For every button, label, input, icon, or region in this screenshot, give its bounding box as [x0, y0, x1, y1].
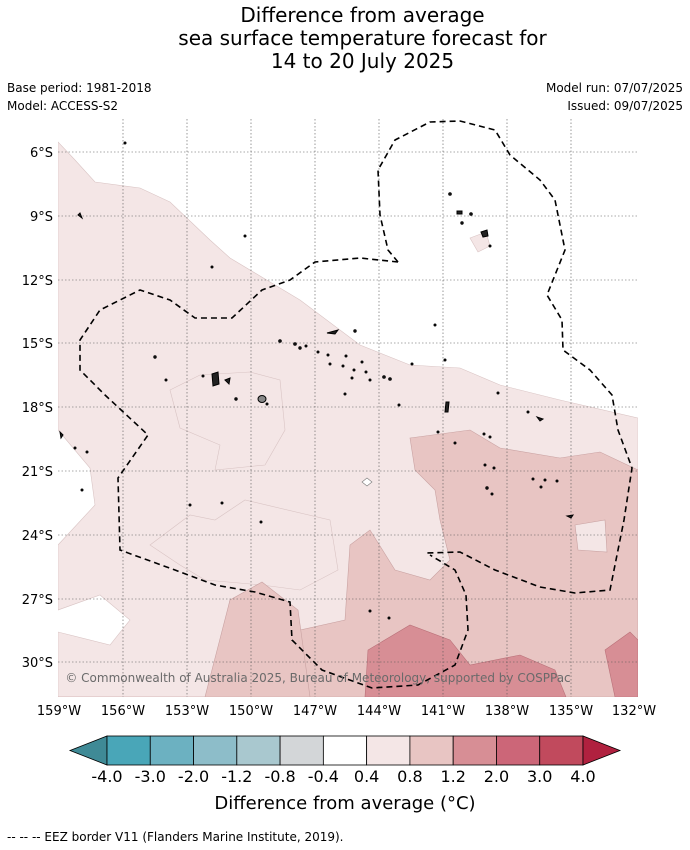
lat-label: 15°S	[22, 337, 53, 352]
lon-label: 135°W	[549, 704, 593, 719]
colorbar-segment	[236, 735, 281, 766]
lat-label: 21°S	[22, 465, 53, 480]
colorbar-tick-label: 3.0	[527, 767, 552, 786]
colorbar-segment	[452, 735, 497, 766]
anomaly-band-1-2-to-2-0-east	[604, 631, 638, 697]
lat-label: 9°S	[30, 210, 53, 225]
sst-anomaly-map: © Commonwealth of Australia 2025, Bureau…	[22, 119, 656, 719]
islands	[59, 141, 575, 620]
lon-label: 153°W	[165, 704, 209, 719]
colorbar-segment	[322, 735, 368, 766]
issued-date: Issued: 09/07/2025	[567, 99, 683, 113]
colorbar-segment	[193, 735, 238, 766]
anomaly-band-1-2-to-2-0-south	[364, 624, 567, 697]
base-period: Base period: 1981-2018	[7, 81, 152, 95]
colorbar-tick-label: -3.0	[135, 767, 166, 786]
colorbar-segment	[496, 735, 541, 766]
model-run: Model run: 07/07/2025	[545, 81, 683, 95]
eez-border	[79, 120, 633, 689]
copyright-text: © Commonwealth of Australia 2025, Bureau…	[65, 671, 570, 685]
colorbar: -4.0 -3.0 -2.0 -1.2 -0.8 -0.4 0.4 0.8 1.2 2.0 3.0 4…	[68, 735, 622, 786]
colorbar-tick-label: 2.0	[484, 767, 509, 786]
lon-label: 147°W	[293, 704, 337, 719]
colorbar-segment	[539, 735, 584, 766]
anomaly-fill-layer	[58, 119, 638, 697]
colorbar-tick-label: 1.2	[440, 767, 465, 786]
model-name: Model: ACCESS-S2	[7, 99, 119, 113]
lon-label: 144°W	[357, 704, 401, 719]
eez-legend-footer: -- -- -- EEZ border V11 (Flanders Marine…	[7, 830, 344, 844]
title-line-1: Difference from average	[240, 3, 485, 27]
colorbar-segment	[366, 735, 411, 766]
colorbar-segment	[279, 735, 324, 766]
colorbar-tick-label: -0.4	[308, 767, 339, 786]
lon-label: 159°W	[37, 704, 81, 719]
colorbar-tick-label: 0.4	[354, 767, 379, 786]
meta-left: Base period: 1981-2018 Model: ACCESS-S2	[7, 79, 152, 115]
lat-labels: 6°S 9°S 12°S 15°S 18°S 21°S 24°S 27°S 30…	[22, 146, 53, 671]
colorbar-extend-high	[582, 735, 622, 766]
colorbar-segment	[409, 735, 454, 766]
lat-label: 30°S	[22, 656, 53, 671]
lat-label: 18°S	[22, 401, 53, 416]
anomaly-hole-east	[574, 519, 608, 553]
lon-label: 132°W	[612, 704, 656, 719]
colorbar-tick-label: 0.8	[397, 767, 422, 786]
lat-gridlines	[58, 151, 638, 663]
lon-label: 156°W	[101, 704, 145, 719]
map-title: Difference from average sea surface temp…	[0, 4, 690, 73]
lon-labels: 159°W 156°W 153°W 150°W 147°W 144°W 141°…	[37, 704, 656, 719]
colorbar-extend-low	[68, 735, 108, 766]
lat-label: 24°S	[22, 529, 53, 544]
colorbar-tick-label: -4.0	[91, 767, 122, 786]
colorbar-ticks: -4.0 -3.0 -2.0 -1.2 -0.8 -0.4 0.4 0.8 1.2 2.0 3.0 4…	[91, 767, 595, 786]
colorbar-segment	[106, 735, 151, 766]
colorbar-tick-label: 4.0	[570, 767, 595, 786]
lat-label: 6°S	[30, 146, 53, 161]
lon-label: 138°W	[485, 704, 529, 719]
lat-label: 12°S	[22, 274, 53, 289]
lon-label: 141°W	[421, 704, 465, 719]
lat-label: 27°S	[22, 593, 53, 608]
colorbar-segments	[68, 735, 622, 766]
title-line-2: sea surface temperature forecast for	[178, 26, 547, 50]
meta-right: Model run: 07/07/2025 Issued: 09/07/2025	[546, 79, 683, 115]
colorbar-label: Difference from average (°C)	[214, 793, 476, 814]
colorbar-segment	[149, 735, 194, 766]
colorbar-tick-label: -1.2	[221, 767, 252, 786]
colorbar-tick-label: -0.8	[264, 767, 295, 786]
lon-label: 150°W	[229, 704, 273, 719]
title-line-3: 14 to 20 July 2025	[270, 49, 455, 73]
colorbar-tick-label: -2.0	[178, 767, 209, 786]
anomaly-patch-south-west	[204, 581, 311, 697]
